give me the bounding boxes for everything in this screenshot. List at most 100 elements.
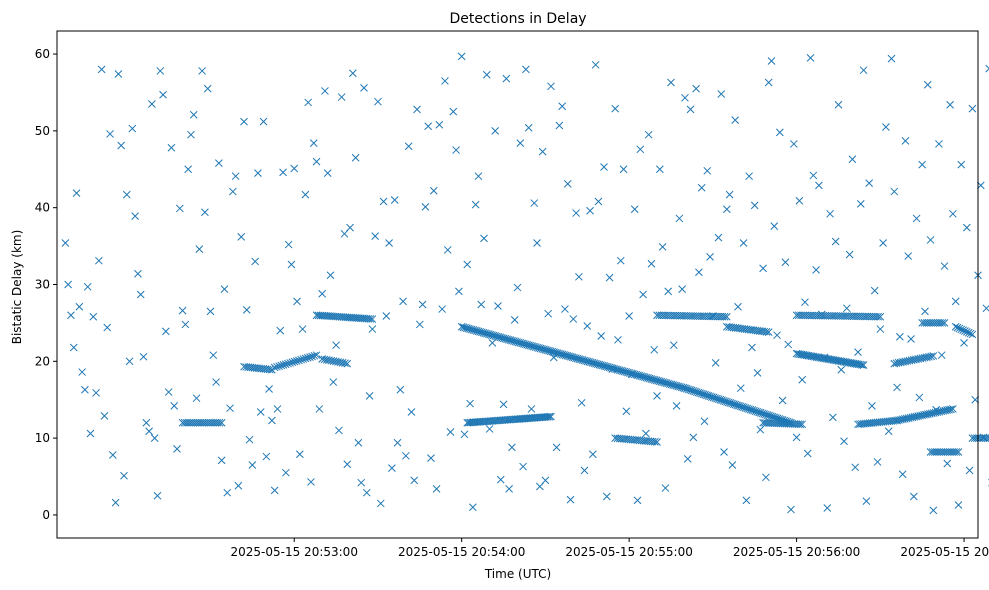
data-point-marker bbox=[874, 312, 882, 321]
data-point-marker bbox=[270, 486, 279, 495]
data-point-marker bbox=[792, 433, 801, 442]
data-point-marker bbox=[343, 359, 352, 368]
data-point-marker bbox=[870, 286, 879, 295]
data-point-marker bbox=[547, 82, 555, 91]
data-point-marker bbox=[882, 123, 890, 131]
data-point-marker bbox=[633, 496, 642, 505]
data-point-marker bbox=[678, 285, 687, 293]
data-point-marker bbox=[876, 325, 885, 333]
data-point-marker bbox=[215, 159, 223, 167]
data-point-marker bbox=[388, 464, 396, 472]
data-point-marker bbox=[781, 258, 790, 267]
data-point-marker bbox=[890, 187, 899, 196]
data-point-marker bbox=[192, 394, 201, 403]
data-point-marker bbox=[150, 434, 159, 442]
data-point-marker bbox=[256, 408, 265, 416]
data-point-marker bbox=[228, 187, 237, 196]
data-point-marker bbox=[962, 223, 971, 232]
data-point-marker bbox=[466, 399, 474, 408]
data-point-marker bbox=[181, 320, 190, 329]
data-point-marker bbox=[868, 402, 876, 410]
data-point-marker bbox=[251, 257, 260, 266]
data-point-marker bbox=[647, 259, 656, 268]
data-point-marker bbox=[348, 69, 357, 78]
data-point-marker bbox=[273, 362, 281, 371]
data-point-marker bbox=[545, 412, 554, 421]
data-point-marker bbox=[457, 52, 466, 61]
data-point-marker bbox=[460, 430, 469, 439]
data-point-marker bbox=[298, 325, 307, 333]
data-point-marker bbox=[357, 478, 366, 487]
data-point-marker bbox=[851, 463, 860, 472]
data-point-marker bbox=[686, 105, 695, 114]
data-point-marker bbox=[164, 388, 173, 396]
data-point-marker bbox=[366, 315, 375, 323]
data-point-marker bbox=[100, 412, 109, 420]
data-point-marker bbox=[764, 78, 773, 87]
data-point-marker bbox=[295, 356, 303, 365]
data-point-marker bbox=[555, 121, 564, 130]
chart-title: Detections in Delay bbox=[449, 11, 586, 27]
data-point-marker bbox=[636, 145, 645, 154]
data-point-marker bbox=[834, 100, 843, 109]
data-point-marker bbox=[404, 142, 413, 151]
data-point-marker bbox=[89, 312, 98, 321]
data-point-marker bbox=[538, 147, 547, 156]
data-point-marker bbox=[898, 470, 907, 479]
data-point-marker bbox=[248, 461, 257, 469]
data-point-marker bbox=[964, 328, 973, 337]
data-point-marker bbox=[117, 141, 126, 150]
data-point-marker bbox=[471, 200, 480, 209]
y-tick-label: 50 bbox=[35, 124, 50, 138]
data-point-marker bbox=[951, 297, 960, 306]
data-point-marker bbox=[265, 385, 273, 393]
data-point-marker bbox=[321, 87, 329, 95]
data-point-marker bbox=[722, 312, 731, 321]
data-point-marker bbox=[346, 223, 354, 232]
data-point-marker bbox=[826, 209, 834, 218]
data-point-marker bbox=[290, 164, 299, 173]
data-point-marker bbox=[292, 357, 301, 365]
plot-frame bbox=[56, 30, 979, 539]
data-point-marker bbox=[644, 130, 653, 139]
data-point-marker bbox=[279, 361, 288, 369]
data-point-marker bbox=[284, 240, 293, 249]
data-point-marker bbox=[986, 434, 989, 442]
data-point-marker bbox=[432, 484, 441, 493]
data-point-marker bbox=[64, 280, 73, 289]
data-point-marker bbox=[335, 426, 343, 435]
data-point-marker bbox=[957, 325, 966, 334]
data-point-marker bbox=[338, 358, 347, 367]
data-point-marker bbox=[203, 84, 212, 93]
data-point-marker bbox=[586, 206, 594, 215]
data-point-marker bbox=[399, 297, 407, 306]
data-point-marker bbox=[308, 352, 317, 361]
data-point-marker bbox=[524, 123, 533, 132]
data-point-marker bbox=[341, 359, 349, 368]
data-point-marker bbox=[798, 420, 807, 429]
data-point-marker bbox=[706, 252, 714, 261]
data-point-marker bbox=[494, 302, 502, 310]
data-point-marker bbox=[510, 315, 519, 324]
data-point-marker bbox=[669, 341, 678, 350]
data-point-marker bbox=[343, 460, 352, 469]
data-point-marker bbox=[336, 358, 345, 367]
data-point-marker bbox=[918, 160, 927, 169]
data-point-marker bbox=[134, 269, 142, 278]
data-point-marker bbox=[136, 290, 145, 299]
x-tick-label: 2025-05-15 20:54:00 bbox=[398, 545, 525, 559]
data-point-marker bbox=[329, 378, 338, 386]
data-point-marker bbox=[92, 388, 100, 397]
data-point-marker bbox=[935, 140, 943, 148]
data-point-marker bbox=[962, 328, 971, 336]
data-point-marker bbox=[95, 256, 103, 265]
data-point-marker bbox=[954, 501, 963, 509]
data-point-marker bbox=[722, 205, 731, 214]
data-point-marker bbox=[625, 312, 633, 320]
data-point-marker bbox=[611, 104, 620, 113]
data-point-marker bbox=[965, 466, 974, 475]
data-point-marker bbox=[421, 203, 430, 211]
data-point-marker bbox=[938, 319, 947, 327]
data-point-marker bbox=[351, 153, 360, 162]
